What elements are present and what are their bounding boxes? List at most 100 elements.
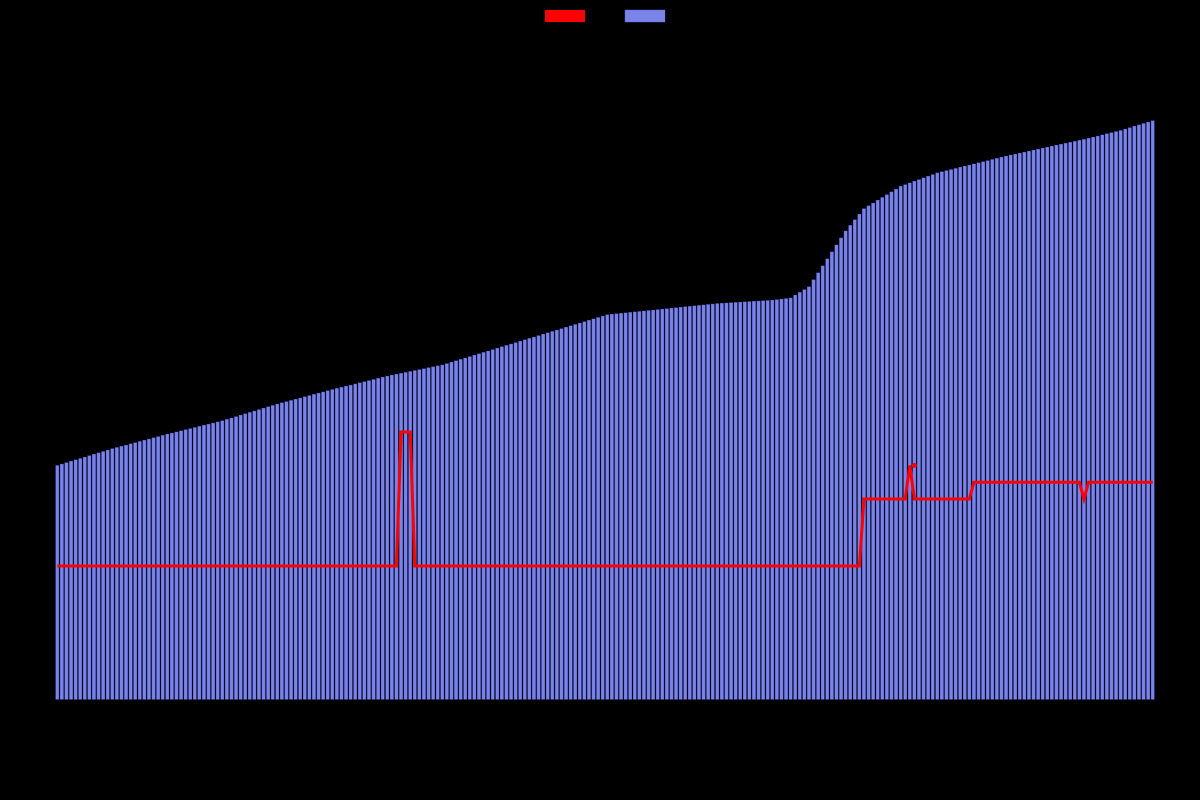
bar — [606, 315, 609, 700]
bar — [927, 176, 930, 700]
legend-swatch-blue — [625, 10, 665, 22]
bar — [633, 312, 636, 700]
bar — [1069, 142, 1072, 700]
bar — [807, 287, 810, 700]
bar — [564, 327, 567, 700]
bar — [138, 441, 141, 700]
bar — [995, 158, 998, 700]
bar — [349, 385, 352, 700]
bar — [624, 313, 627, 700]
bar — [441, 365, 444, 700]
bar — [477, 354, 480, 700]
bar — [702, 305, 705, 700]
bar — [386, 376, 389, 700]
bar — [487, 351, 490, 700]
bar — [959, 167, 962, 700]
bar — [817, 273, 820, 700]
bar — [1147, 122, 1150, 700]
bar — [917, 180, 920, 700]
bar — [775, 300, 778, 700]
bar — [597, 318, 600, 700]
bar — [509, 344, 512, 700]
bar — [899, 186, 902, 700]
bar — [519, 341, 522, 700]
bar — [1059, 144, 1062, 700]
bar — [922, 178, 925, 700]
y-left-tick-label: 100 — [29, 360, 47, 372]
bar — [308, 396, 311, 700]
bar — [578, 323, 581, 700]
bar — [326, 391, 329, 700]
bar — [299, 398, 302, 700]
bar — [129, 444, 132, 700]
bar — [638, 311, 641, 700]
bar — [876, 200, 879, 700]
bar — [464, 358, 467, 700]
bar — [569, 326, 572, 700]
bar — [1137, 125, 1140, 700]
bar — [198, 426, 201, 700]
bar — [358, 383, 361, 700]
y-left-tick-label: 60 — [35, 494, 47, 506]
bar — [331, 390, 334, 700]
bar — [1114, 132, 1117, 700]
bar — [679, 307, 682, 700]
y-right-tick-label: 400 — [1163, 248, 1181, 260]
bar — [629, 312, 632, 700]
bar — [1018, 153, 1021, 700]
bar — [968, 165, 971, 700]
bar — [826, 259, 829, 700]
bar — [780, 299, 783, 700]
bar — [152, 438, 155, 700]
bar — [450, 362, 453, 700]
y-right-tick-label: 200 — [1163, 472, 1181, 484]
bar — [322, 392, 325, 700]
bar — [60, 464, 63, 700]
bar — [1073, 141, 1076, 700]
bar — [720, 303, 723, 700]
bar — [262, 408, 265, 700]
bar — [1105, 134, 1108, 700]
bar — [422, 369, 425, 700]
bar — [454, 361, 457, 700]
bar — [830, 252, 833, 700]
bar — [65, 463, 68, 700]
bar — [940, 172, 943, 700]
bar — [1027, 151, 1030, 700]
bar — [239, 415, 242, 700]
bar — [647, 311, 650, 700]
bar — [656, 310, 659, 700]
bar — [363, 382, 366, 700]
bar — [762, 301, 765, 700]
bar — [514, 343, 517, 700]
bars-group — [56, 121, 1155, 700]
bar — [157, 437, 160, 700]
bar — [748, 302, 751, 700]
bar — [367, 381, 370, 700]
bar — [881, 198, 884, 701]
bar — [789, 298, 792, 700]
bar — [56, 466, 59, 701]
y-left-tick-label: 120 — [29, 293, 47, 305]
bar — [230, 418, 233, 700]
bar — [954, 168, 957, 700]
bar — [931, 175, 934, 700]
bar — [707, 305, 710, 700]
bar — [1050, 146, 1053, 700]
bar — [399, 373, 402, 700]
y-right-tick-label: 500 — [1163, 137, 1181, 149]
bar — [491, 350, 494, 700]
bar — [212, 423, 215, 700]
bar — [248, 412, 251, 700]
bar — [1009, 155, 1012, 700]
bar — [134, 443, 137, 700]
bar — [528, 338, 531, 700]
bar — [642, 311, 645, 700]
bar — [890, 192, 893, 700]
bar — [839, 238, 842, 700]
bar — [812, 280, 815, 700]
bar — [904, 185, 907, 700]
bar — [1082, 139, 1085, 700]
bar — [986, 161, 989, 700]
bar — [872, 203, 875, 700]
